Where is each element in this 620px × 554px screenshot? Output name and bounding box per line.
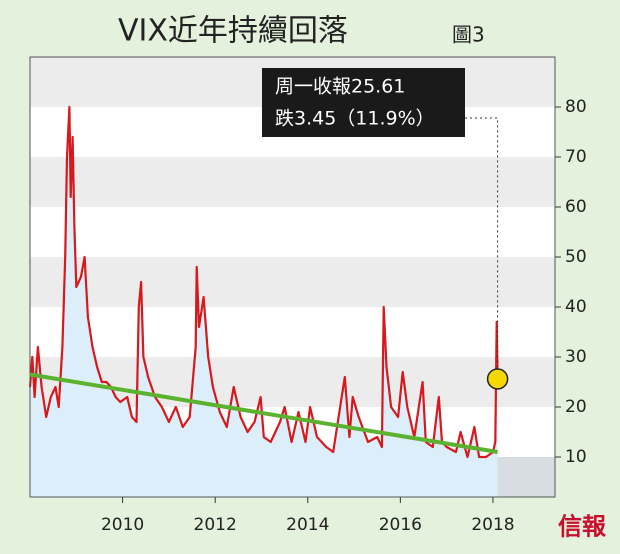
marker	[486, 368, 509, 390]
leader-line	[465, 117, 499, 379]
area	[30, 107, 498, 497]
y-tick-label: 60	[565, 197, 587, 217]
band	[30, 157, 555, 207]
y-tick-label: 40	[565, 297, 587, 317]
x-tick-label: 2016	[379, 515, 422, 535]
y-tick-label: 30	[565, 347, 587, 367]
x-tick-label: 2018	[471, 515, 514, 535]
plot-frame	[29, 56, 556, 498]
chart-title: VIX近年持續回落	[118, 14, 348, 49]
y-tick-label: 80	[565, 97, 587, 117]
y-tick-label: 70	[565, 147, 587, 167]
trend-line	[29, 372, 498, 454]
x-tick-label: 2012	[194, 515, 237, 535]
annotation-text: 周一收報25.61	[275, 76, 405, 98]
x-tick-label: 2014	[286, 515, 329, 535]
y-tick-label: 20	[565, 397, 587, 417]
x-tick-label: 2010	[101, 515, 144, 535]
source-logo: 信報	[558, 512, 607, 541]
annotation-text: 跌3.45（11.9%）	[275, 108, 435, 130]
chart-subtitle: 圖3	[452, 23, 485, 47]
band	[30, 257, 555, 307]
annotation-box	[262, 68, 465, 137]
line	[28, 105, 499, 459]
y-tick-label: 10	[565, 447, 587, 467]
y-tick-label: 50	[565, 247, 587, 267]
